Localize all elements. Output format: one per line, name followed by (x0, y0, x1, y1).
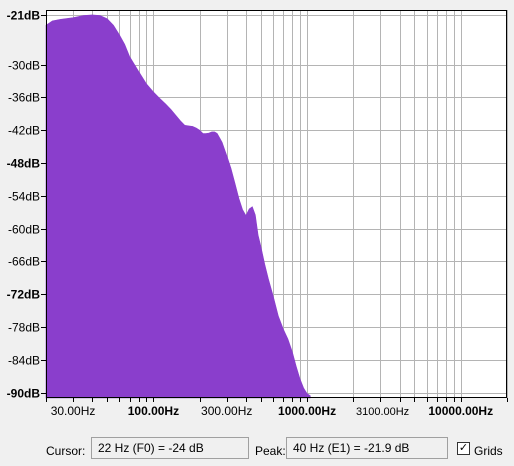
y-tick-label: -72dB (7, 288, 41, 302)
y-tick-label: -78dB (8, 321, 40, 335)
y-tick-label: -66dB (8, 255, 40, 269)
spectrum-area (45, 14, 311, 399)
status-bar: Cursor: 22 Hz (F0) = -24 dB Peak: 40 Hz … (0, 432, 514, 466)
x-tick-label: 3100.00Hz (356, 406, 409, 418)
x-tick-label: 30.00Hz (51, 404, 96, 418)
x-tick-label: 10000.00Hz (428, 404, 493, 418)
peak-readout-field: 40 Hz (E1) = -21.9 dB (286, 437, 448, 459)
y-tick-label: -30dB (8, 59, 40, 73)
y-tick-label: -84dB (8, 354, 40, 368)
check-icon: ✓ (458, 442, 469, 454)
peak-label: Peak: (255, 444, 286, 458)
plot-border (46, 10, 507, 398)
x-tick-label: 300.00Hz (201, 404, 252, 418)
y-tick-label: -54dB (8, 190, 40, 204)
cursor-readout-field: 22 Hz (F0) = -24 dB (91, 437, 249, 459)
y-tick-label: -48dB (7, 157, 41, 171)
y-tick-label: -36dB (8, 91, 40, 105)
y-tick-label: -42dB (8, 124, 40, 138)
y-tick-label: -21dB (7, 9, 41, 23)
x-tick-label: 100.00Hz (128, 404, 179, 418)
y-tick-label: -60dB (8, 223, 40, 237)
grids-label[interactable]: Grids (474, 444, 503, 458)
cursor-label: Cursor: (46, 444, 86, 458)
y-tick-label: -90dB (7, 387, 41, 401)
x-tick-label: 1000.00Hz (278, 404, 336, 418)
grids-checkbox[interactable]: ✓ (457, 442, 470, 455)
spectrum-plot: -21dB -30dB -36dB -42dB -48dB -54dB -60dB -66dB… (7, 9, 508, 418)
